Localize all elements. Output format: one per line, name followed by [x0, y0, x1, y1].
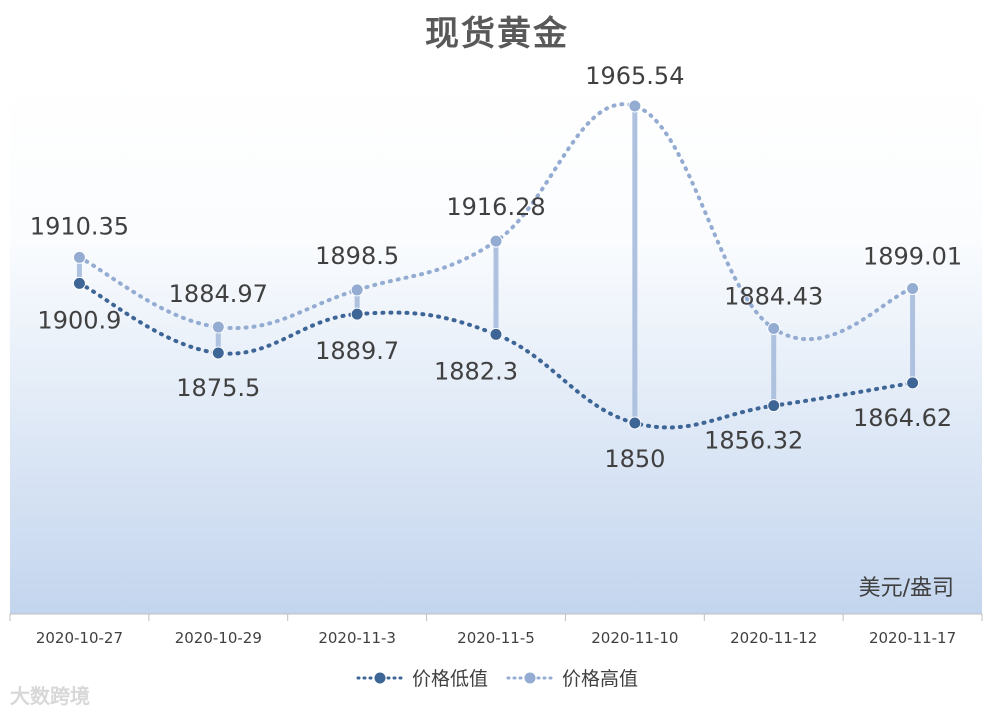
data-point-high [72, 250, 86, 264]
unit-label: 美元/盎司 [858, 576, 954, 601]
data-label-high: 1884.97 [169, 280, 268, 308]
data-point-low [628, 416, 642, 430]
data-label-low: 1882.3 [434, 357, 518, 385]
x-tick-label: 2020-11-12 [730, 629, 817, 647]
data-point-high [211, 320, 225, 334]
data-label-low: 1900.9 [37, 306, 121, 334]
x-tick-label: 2020-11-10 [591, 629, 678, 647]
x-tick-label: 2020-11-5 [457, 629, 535, 647]
data-point-high [906, 282, 920, 296]
data-label-low: 1889.7 [315, 337, 399, 365]
data-point-low [906, 376, 920, 390]
legend-item-high[interactable]: 价格高值 [506, 664, 638, 691]
data-label-high: 1916.28 [446, 193, 545, 221]
data-label-low: 1864.62 [853, 404, 952, 432]
x-tick-label: 2020-10-27 [36, 629, 123, 647]
chart-title: 现货黄金 [425, 14, 569, 54]
data-point-low [767, 399, 781, 413]
data-point-high [628, 99, 642, 113]
data-point-low [211, 346, 225, 360]
legend-label-low: 价格低值 [411, 668, 488, 690]
data-label-low: 1875.5 [176, 374, 260, 402]
data-label-low: 1856.32 [704, 427, 803, 455]
x-tick-label: 2020-11-3 [318, 629, 396, 647]
data-point-low [489, 327, 503, 341]
data-label-low: 1850 [604, 445, 665, 473]
data-label-high: 1884.43 [724, 283, 823, 311]
data-point-high [350, 283, 364, 297]
data-label-high: 1899.01 [863, 243, 962, 271]
legend: 价格低值 价格高值 [0, 664, 994, 691]
data-label-high: 1898.5 [315, 242, 399, 270]
legend-swatch-high [506, 672, 554, 683]
data-point-low [350, 307, 364, 321]
data-point-high [489, 234, 503, 248]
watermark-logo: 大数跨境 [10, 684, 90, 708]
data-point-high [767, 322, 781, 336]
data-label-high: 1910.35 [30, 212, 129, 240]
legend-label-high: 价格高值 [562, 668, 639, 690]
plot-background [10, 80, 982, 614]
x-tick-label: 2020-11-17 [869, 629, 956, 647]
data-label-high: 1965.54 [585, 62, 684, 90]
data-point-low [72, 276, 86, 290]
legend-item-low[interactable]: 价格低值 [356, 664, 488, 691]
legend-swatch-low [356, 672, 404, 683]
x-tick-label: 2020-10-29 [175, 629, 262, 647]
